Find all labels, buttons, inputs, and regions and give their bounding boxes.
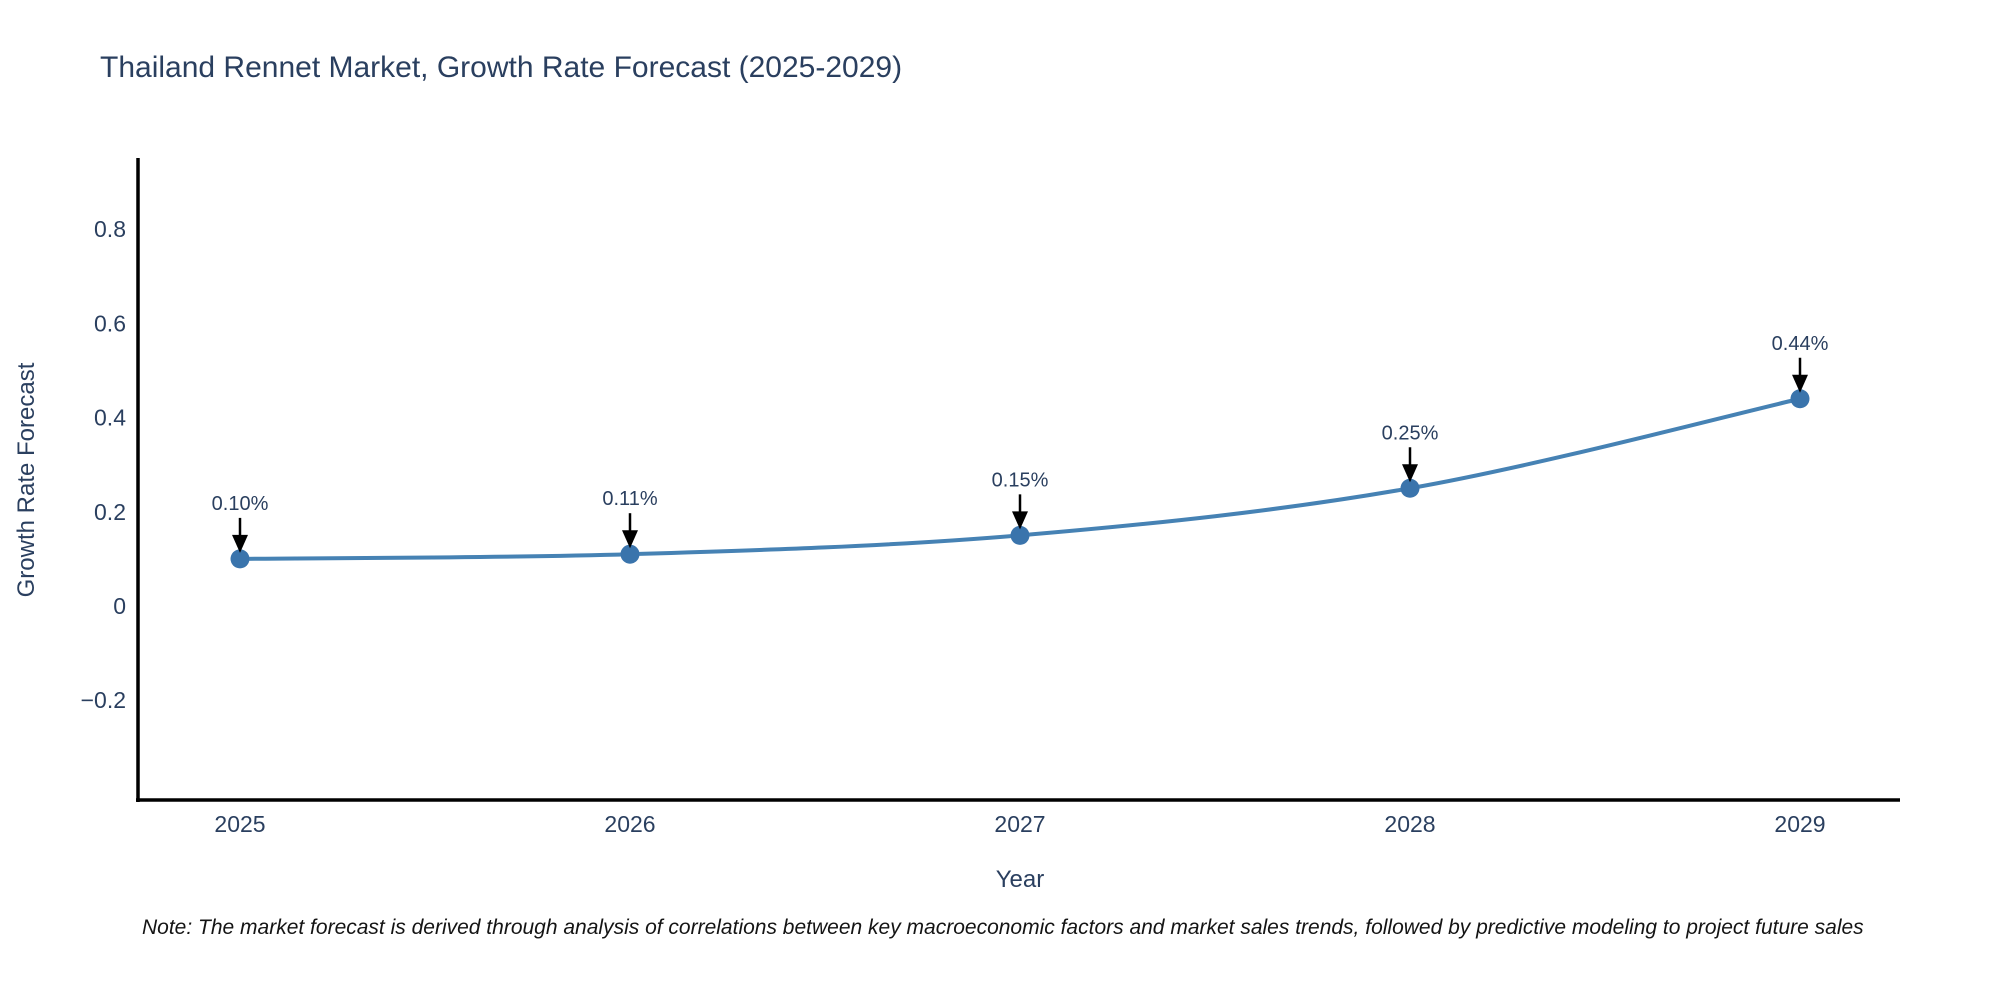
data-point: [1010, 525, 1030, 545]
x-tick-label: 2029: [1774, 811, 1825, 837]
annotation-arrowhead: [232, 534, 248, 553]
point-annotation: 0.25%: [1382, 422, 1439, 444]
y-tick-label: 0.8: [94, 216, 126, 242]
data-point: [230, 549, 250, 569]
data-point: [620, 544, 640, 564]
y-tick-label: 0: [113, 593, 126, 619]
annotation-arrowhead: [1012, 511, 1028, 530]
annotation-arrowhead: [1792, 374, 1808, 393]
y-axis-title: Growth Rate Forecast: [13, 362, 40, 597]
point-annotation: 0.10%: [212, 493, 269, 515]
x-tick-label: 2027: [994, 811, 1045, 837]
point-annotation: 0.44%: [1772, 333, 1829, 355]
point-annotation: 0.15%: [992, 469, 1049, 491]
y-tick-label: −0.2: [81, 687, 126, 713]
chart-title: Thailand Rennet Market, Growth Rate Fore…: [100, 51, 903, 84]
y-tick-label: 0.6: [94, 310, 126, 336]
x-tick-label: 2025: [214, 811, 265, 837]
point-annotation: 0.11%: [602, 488, 657, 510]
x-tick-label: 2026: [604, 811, 655, 837]
x-axis-title: Year: [996, 866, 1045, 893]
chart-footnote: Note: The market forecast is derived thr…: [142, 916, 1864, 939]
annotation-arrowhead: [1402, 464, 1418, 483]
y-tick-label: 0.2: [94, 499, 126, 525]
x-tick-label: 2028: [1384, 811, 1435, 837]
data-point: [1400, 478, 1420, 498]
y-tick-label: 0.4: [94, 405, 126, 431]
annotation-arrowhead: [622, 530, 638, 549]
data-point: [1790, 389, 1810, 409]
